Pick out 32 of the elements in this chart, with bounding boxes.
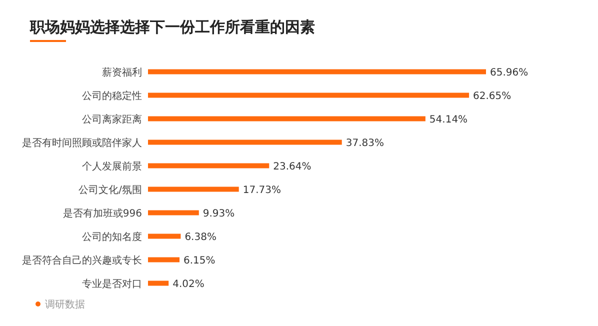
y-tick-label: 公司的知名度 <box>82 230 142 243</box>
bar <box>148 186 239 192</box>
bar <box>148 210 199 216</box>
data-label: 6.15% <box>184 255 216 266</box>
data-label: 23.64% <box>273 161 312 172</box>
data-label: 54.14% <box>429 114 468 126</box>
text: 调研数据 <box>45 298 85 310</box>
data-label: 17.73% <box>242 184 281 196</box>
data-label: 37.83% <box>346 138 384 149</box>
bar <box>148 163 270 168</box>
y-tick-label: 个人发展前景 <box>82 160 142 172</box>
data-label: 4.02% <box>172 278 204 290</box>
bar <box>148 257 180 262</box>
bar <box>148 116 426 122</box>
y-tick-label: 是否有时间照顾或陪伴家人 <box>22 136 142 149</box>
bar <box>148 280 169 286</box>
y-tick-label: 公司文化/氛围 <box>78 184 142 196</box>
y-tick-label: 公司离家距离 <box>82 113 142 126</box>
bar <box>148 234 181 239</box>
data-label: 65.96% <box>490 67 528 78</box>
bar <box>148 92 470 98</box>
y-tick-label: 专业是否对口 <box>82 278 142 290</box>
y-tick-label: 是否符合自己的兴趣或专长 <box>22 254 142 266</box>
data-label: 62.65% <box>473 90 512 102</box>
y-tick-label: 薪资福利 <box>102 66 142 78</box>
y-tick-label: 公司的稳定性 <box>82 90 142 102</box>
data-label: 6.38% <box>184 232 216 243</box>
data-label: 9.93% <box>202 208 235 220</box>
bar <box>148 140 342 145</box>
chart-title: 职场妈妈选择选择下一份工作所看重的因素 <box>29 18 315 36</box>
bar <box>148 69 486 74</box>
y-tick-label: 是否有加班或996 <box>62 207 142 220</box>
